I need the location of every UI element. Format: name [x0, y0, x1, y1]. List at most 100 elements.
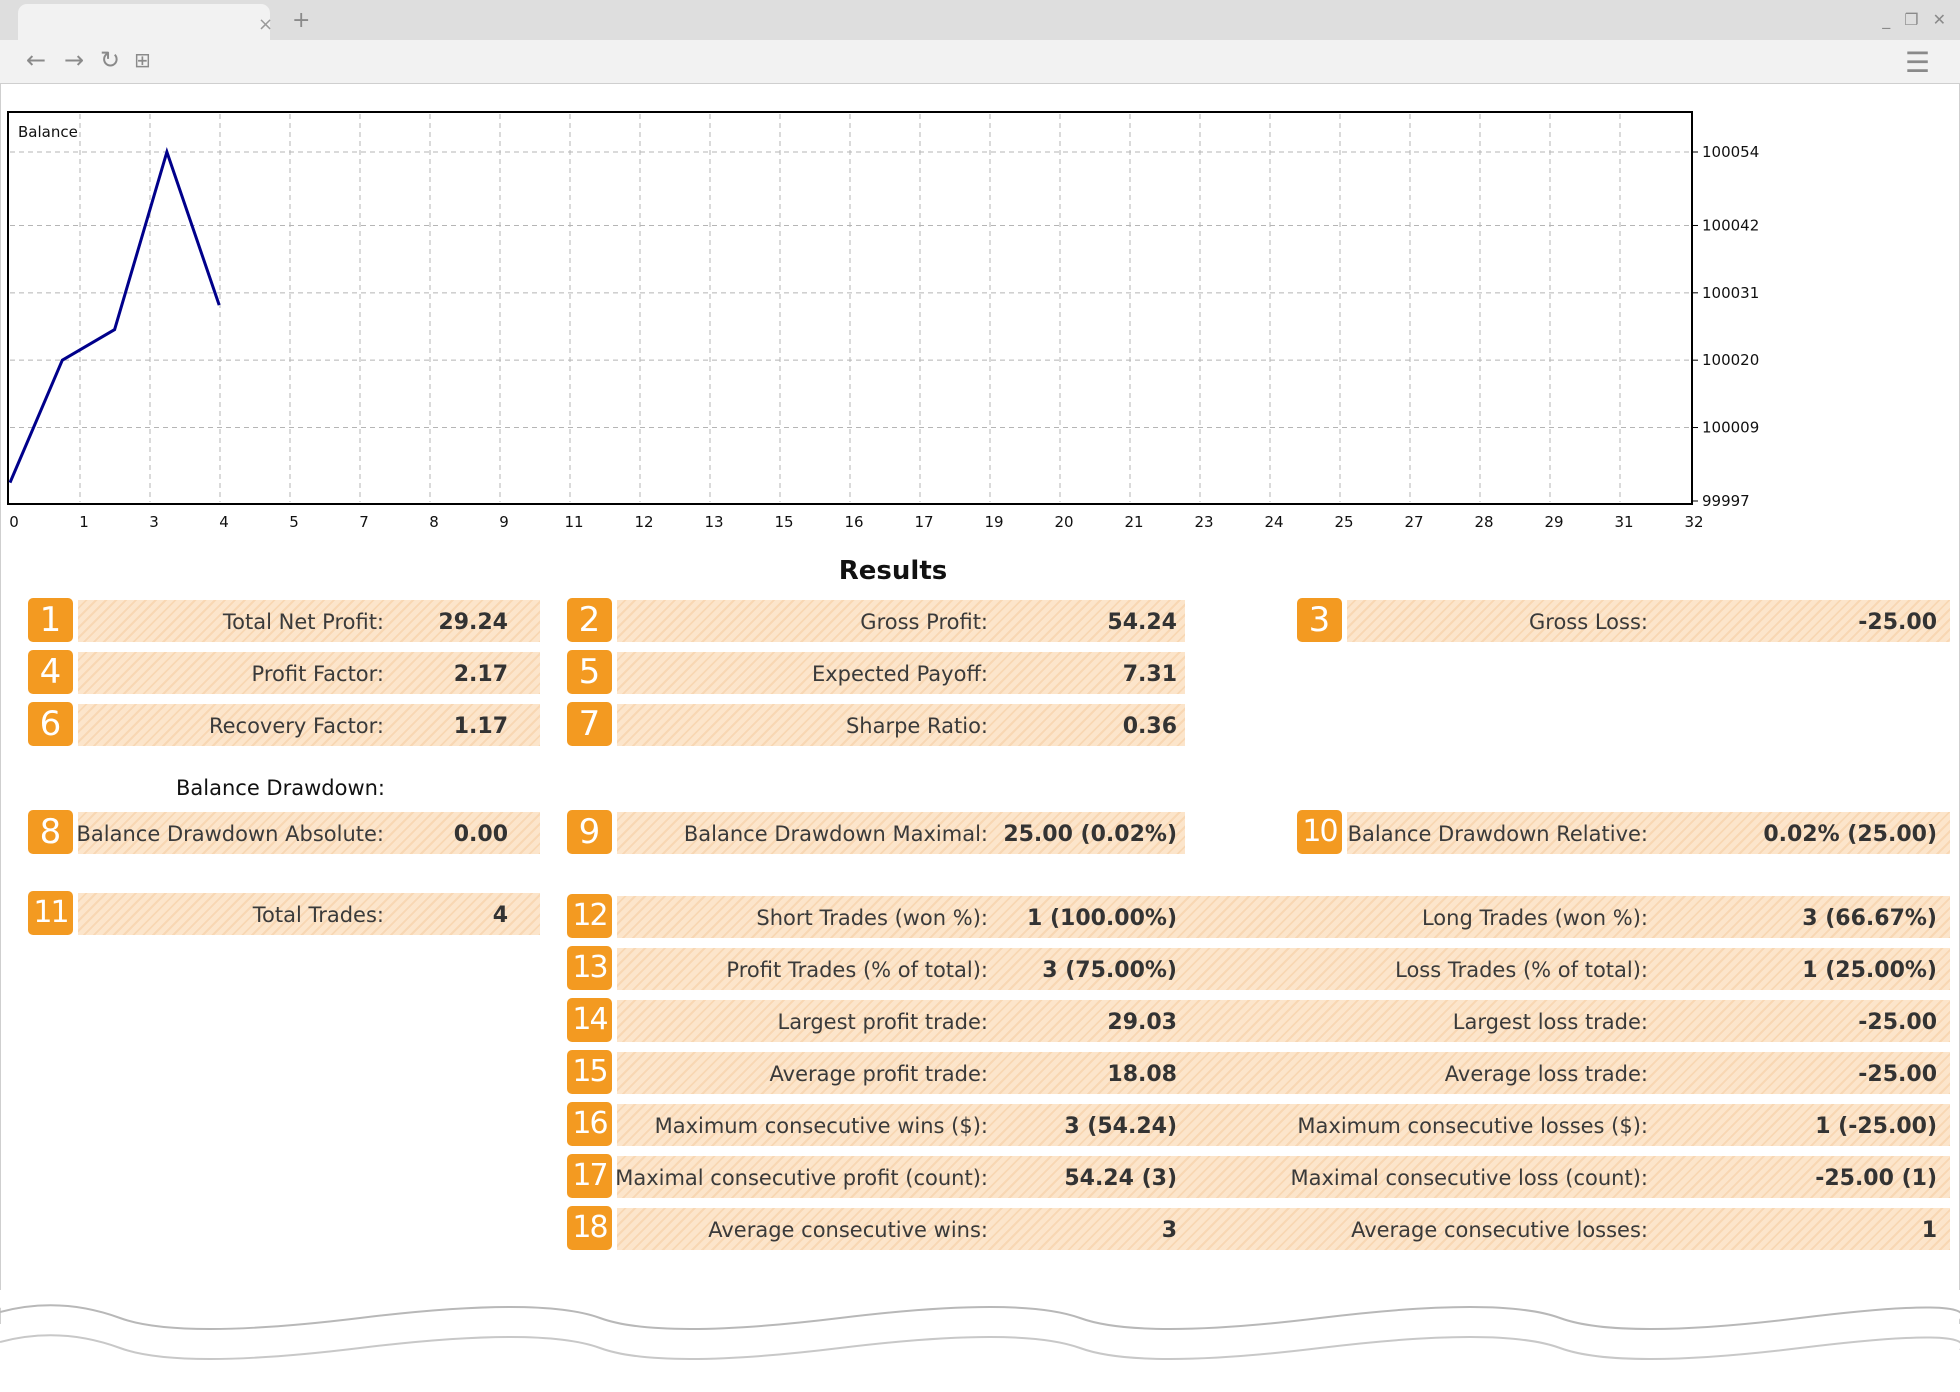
stat-label: Gross Loss:	[1529, 610, 1648, 634]
y-tick-label: 100020	[1702, 351, 1759, 369]
stat-label: Balance Drawdown Maximal:	[683, 822, 988, 846]
reload-icon[interactable]: ↻	[100, 46, 121, 74]
stat-label: Total Trades:	[252, 903, 384, 927]
tab-bar: × + _ ❐ ✕	[0, 0, 1960, 40]
restore-icon[interactable]: ❐	[1904, 10, 1919, 29]
results-title: Results	[838, 556, 948, 586]
apps-icon[interactable]: ⊞	[134, 48, 151, 72]
stat-value-secondary: -25.00	[1858, 1010, 1937, 1035]
x-tick-label: 25	[1334, 513, 1353, 531]
row-number-badge: 11	[28, 891, 73, 935]
forward-icon[interactable]: →	[64, 46, 85, 74]
stat-value: 54.24 (3)	[1064, 1166, 1177, 1191]
stat-value-secondary: 1 (25.00%)	[1802, 958, 1937, 983]
stat-strip	[617, 948, 1950, 990]
balance-series-line	[8, 147, 221, 484]
stat-row: 6 Recovery Factor: 1.17	[0, 702, 1960, 746]
row-number-badge: 7	[567, 702, 612, 746]
stat-strip	[617, 600, 1185, 642]
browser-tab[interactable]: ×	[18, 4, 274, 40]
stat-row: 5 Expected Payoff: 7.31	[0, 650, 1960, 694]
new-tab-icon[interactable]: +	[292, 8, 311, 33]
stat-strip	[617, 1104, 1950, 1146]
stat-value: 0.00	[453, 822, 508, 847]
row-number-badge: 4	[28, 650, 73, 694]
row-number-badge: 13	[567, 946, 612, 990]
stat-label: Largest profit trade:	[777, 1010, 988, 1034]
x-tick-label: 13	[704, 513, 723, 531]
row-number-badge: 3	[1297, 598, 1342, 642]
stat-strip	[78, 704, 540, 746]
stat-row: 12 Short Trades (won %): 1 (100.00%) Long T…	[0, 894, 1960, 938]
stat-strip	[617, 652, 1185, 694]
stat-row: 8 Balance Drawdown Absolute: 0.00	[0, 810, 1960, 854]
x-tick-label: 27	[1404, 513, 1423, 531]
stat-row: 11 Total Trades: 4	[0, 891, 1960, 935]
x-tick-label: 3	[149, 513, 159, 531]
stat-strip	[78, 600, 540, 642]
stat-row: 18 Average consecutive wins: 3 Average cons…	[0, 1206, 1960, 1250]
x-tick-label: 15	[774, 513, 793, 531]
x-tick-label: 8	[429, 513, 439, 531]
stat-value: 29.24	[438, 610, 508, 635]
stat-value: 4	[492, 903, 508, 928]
stat-row: 13 Profit Trades (% of total): 3 (75.00%) L…	[0, 946, 1960, 990]
back-icon[interactable]: ←	[26, 46, 47, 74]
x-tick-label: 20	[1054, 513, 1073, 531]
stat-row: 16 Maximum consecutive wins ($): 3 (54.24)…	[0, 1102, 1960, 1146]
stat-value: 3	[1161, 1218, 1177, 1243]
menu-icon[interactable]: ☰	[1904, 46, 1930, 79]
row-number-badge: 2	[567, 598, 612, 642]
x-tick-label: 12	[634, 513, 653, 531]
stat-strip	[617, 1052, 1950, 1094]
stat-value: 1.17	[453, 714, 508, 739]
stat-value: 2.17	[453, 662, 508, 687]
stat-value: 1 (100.00%)	[1026, 906, 1177, 931]
stat-strip	[617, 896, 1950, 938]
x-tick-label: 7	[359, 513, 369, 531]
x-tick-label: 28	[1474, 513, 1493, 531]
stat-label: Profit Factor:	[251, 662, 384, 686]
y-tick-label: 100009	[1702, 419, 1759, 437]
stat-label: Maximal consecutive profit (count):	[615, 1166, 988, 1190]
stat-label: Recovery Factor:	[208, 714, 384, 738]
x-tick-label: 31	[1614, 513, 1633, 531]
navigation-bar: ← → ↻ ⊞ ☰	[0, 40, 1960, 84]
stat-strip	[617, 1208, 1950, 1250]
close-tab-icon[interactable]: ×	[258, 14, 274, 35]
window-controls: _ ❐ ✕	[1882, 10, 1946, 29]
stat-value: 7.31	[1122, 662, 1177, 687]
x-tick-label: 16	[844, 513, 863, 531]
x-tick-label: 32	[1684, 513, 1703, 531]
stat-value: 18.08	[1107, 1062, 1177, 1087]
stat-strip	[78, 893, 540, 935]
stat-value: 0.02% (25.00)	[1763, 822, 1937, 847]
stat-label-secondary: Average loss trade:	[1444, 1062, 1648, 1086]
stat-label: Total Net Profit:	[222, 610, 384, 634]
x-tick-label: 21	[1124, 513, 1143, 531]
stat-label: Average consecutive wins:	[708, 1218, 988, 1242]
stat-strip	[617, 704, 1185, 746]
stat-row: 7 Sharpe Ratio: 0.36	[0, 702, 1960, 746]
close-window-icon[interactable]: ✕	[1932, 10, 1946, 29]
row-number-badge: 16	[567, 1102, 612, 1146]
stat-row: 9 Balance Drawdown Maximal: 25.00 (0.02%)	[0, 810, 1960, 854]
x-tick-label: 11	[564, 513, 583, 531]
stat-row: 14 Largest profit trade: 29.03 Largest loss…	[0, 998, 1960, 1042]
row-number-badge: 5	[567, 650, 612, 694]
stat-label: Balance Drawdown Relative:	[1347, 822, 1648, 846]
minimize-icon[interactable]: _	[1882, 10, 1891, 29]
stat-value-secondary: 1	[1921, 1218, 1937, 1243]
row-number-badge: 10	[1297, 810, 1342, 854]
row-number-badge: 12	[567, 894, 612, 938]
stat-row: 15 Average profit trade: 18.08 Average loss…	[0, 1050, 1960, 1094]
stat-row: 3 Gross Loss: -25.00	[0, 598, 1960, 642]
stat-strip	[617, 1000, 1950, 1042]
row-number-badge: 17	[567, 1154, 612, 1198]
x-tick-label: 1	[79, 513, 89, 531]
x-tick-label: 0	[9, 513, 19, 531]
stat-strip	[1347, 600, 1950, 642]
stat-label: Average profit trade:	[769, 1062, 988, 1086]
stat-label: Sharpe Ratio:	[845, 714, 988, 738]
